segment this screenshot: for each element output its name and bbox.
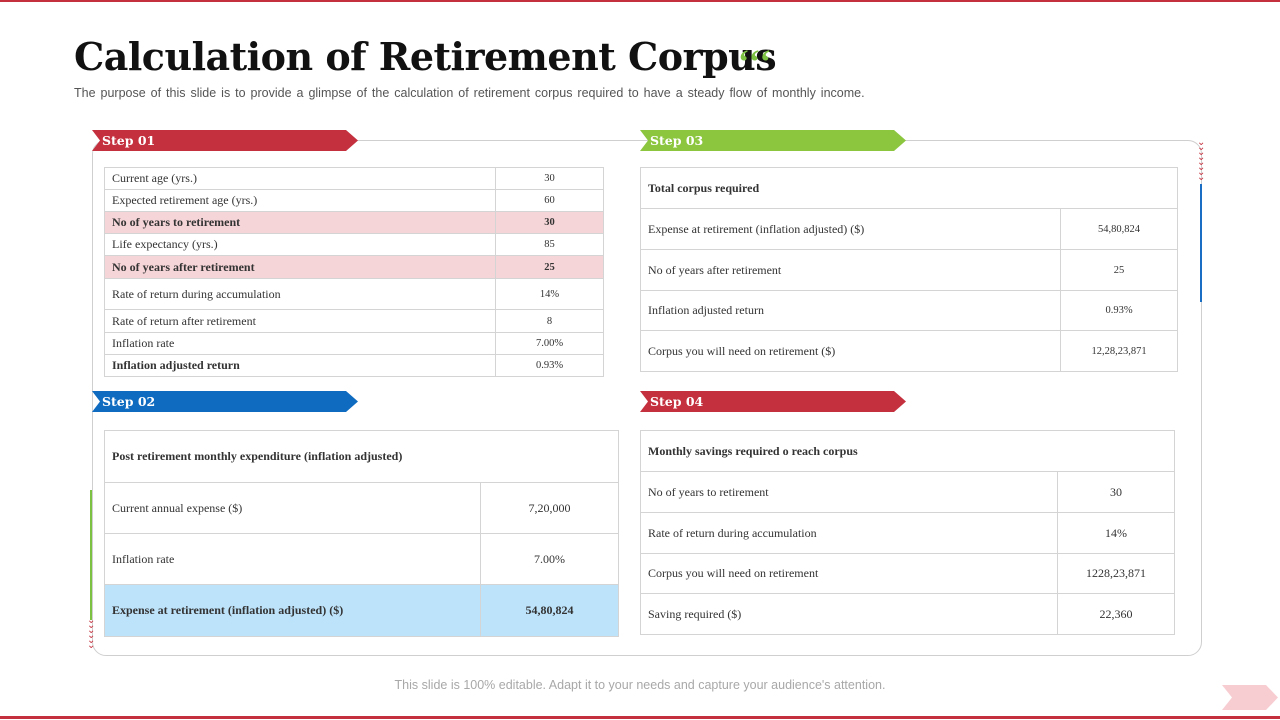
row-value: 7.00% [480,533,619,585]
row-value: 54,80,824 [480,584,619,637]
table-row: Rate of return after retirement 8 [104,309,604,333]
footer-note: This slide is 100% editable. Adapt it to… [394,678,886,692]
table-row: Expected retirement age (yrs.) 60 [104,189,604,212]
step-03-table: Total corpus required Expense at retirem… [640,167,1178,372]
table-row: Life expectancy (yrs.) 85 [104,233,604,256]
chevron-down-icon: ⌄ ⌄ ⌄ ⌄ ⌄ ⌄ ⌄ ⌄ [1197,137,1206,183]
row-value: 14% [1057,512,1175,554]
step-01-tag: Step 01 [92,130,358,151]
page-subtitle: The purpose of this slide is to provide … [74,86,865,100]
next-arrow-icon[interactable] [1222,685,1278,710]
row-label: No of years after retirement [104,255,496,279]
row-label: No of years to retirement [640,471,1058,513]
row-label: Rate of return after retirement [104,309,496,333]
row-label: Life expectancy (yrs.) [104,233,496,256]
row-label: Expected retirement age (yrs.) [104,189,496,212]
row-value: 54,80,824 [1060,208,1178,250]
row-label: Expense at retirement (inflation adjuste… [640,208,1061,250]
row-value: 25 [495,255,604,279]
row-value: 30 [495,167,604,190]
row-label: Current annual expense ($) [104,482,481,534]
table-row: Current annual expense ($) 7,20,000 [104,482,619,534]
row-value: 0.93% [495,354,604,377]
step-04-tag: Step 04 [640,391,906,412]
table-heading-row: Post retirement monthly expenditure (inf… [104,430,619,483]
frame-accent-right [1200,184,1202,302]
chevron-down-icon: ⌄ ⌄ ⌄ ⌄ ⌄ ⌄ [87,615,96,651]
table-row: No of years after retirement 25 [640,249,1178,291]
row-value: 60 [495,189,604,212]
row-label: Current age (yrs.) [104,167,496,190]
row-label: Inflation adjusted return [104,354,496,377]
table-row: Current age (yrs.) 30 [104,167,604,190]
row-label: Inflation rate [104,533,481,585]
page-title: Calculation of Retirement Corpus [74,34,777,79]
title-quote-mark: ‘‘‘ [738,44,773,81]
step-01-table: Current age (yrs.) 30 Expected retiremen… [104,167,604,377]
row-value: 7,20,000 [480,482,619,534]
row-value: 22,360 [1057,593,1175,635]
row-value: 0.93% [1060,290,1178,331]
table-row: Corpus you will need on retirement 1228,… [640,553,1175,594]
table-row: Rate of return during accumulation 14% [640,512,1175,554]
row-value: 8 [495,309,604,333]
table-row: Inflation rate 7.00% [104,533,619,585]
row-value: 7.00% [495,332,604,355]
table-row: Expense at retirement (inflation adjuste… [640,208,1178,250]
row-value: 30 [495,211,604,234]
table-heading-row: Monthly savings required o reach corpus [640,430,1175,472]
table-heading: Monthly savings required o reach corpus [640,430,1175,472]
bottom-border [0,716,1280,719]
content-frame [92,140,1202,656]
row-value: 14% [495,278,604,310]
row-label: Expense at retirement (inflation adjuste… [104,584,481,637]
row-label: Inflation rate [104,332,496,355]
top-border [0,0,1280,2]
row-label: No of years to retirement [104,211,496,234]
row-label: Rate of return during accumulation [104,278,496,310]
table-row: No of years to retirement 30 [104,211,604,234]
step-04-table: Monthly savings required o reach corpus … [640,430,1175,635]
table-row: Expense at retirement (inflation adjuste… [104,584,619,637]
table-row: Saving required ($) 22,360 [640,593,1175,635]
table-row: Inflation rate 7.00% [104,332,604,355]
row-label: Corpus you will need on retirement [640,553,1058,594]
row-value: 25 [1060,249,1178,291]
row-label: Inflation adjusted return [640,290,1061,331]
table-row: No of years after retirement 25 [104,255,604,279]
table-heading: Post retirement monthly expenditure (inf… [104,430,619,483]
row-value: 12,28,23,871 [1060,330,1178,372]
table-row: Inflation adjusted return 0.93% [104,354,604,377]
row-value: 85 [495,233,604,256]
table-heading-row: Total corpus required [640,167,1178,209]
step-03-tag: Step 03 [640,130,906,151]
row-value: 1228,23,871 [1057,553,1175,594]
table-row: No of years to retirement 30 [640,471,1175,513]
table-heading: Total corpus required [640,167,1178,209]
row-label: Saving required ($) [640,593,1058,635]
table-row: Rate of return during accumulation 14% [104,278,604,310]
step-02-tag: Step 02 [92,391,358,412]
row-label: Corpus you will need on retirement ($) [640,330,1061,372]
frame-accent-left [90,490,92,620]
row-label: No of years after retirement [640,249,1061,291]
table-row: Inflation adjusted return 0.93% [640,290,1178,331]
row-label: Rate of return during accumulation [640,512,1058,554]
row-value: 30 [1057,471,1175,513]
table-row: Corpus you will need on retirement ($) 1… [640,330,1178,372]
step-02-table: Post retirement monthly expenditure (inf… [104,430,619,637]
